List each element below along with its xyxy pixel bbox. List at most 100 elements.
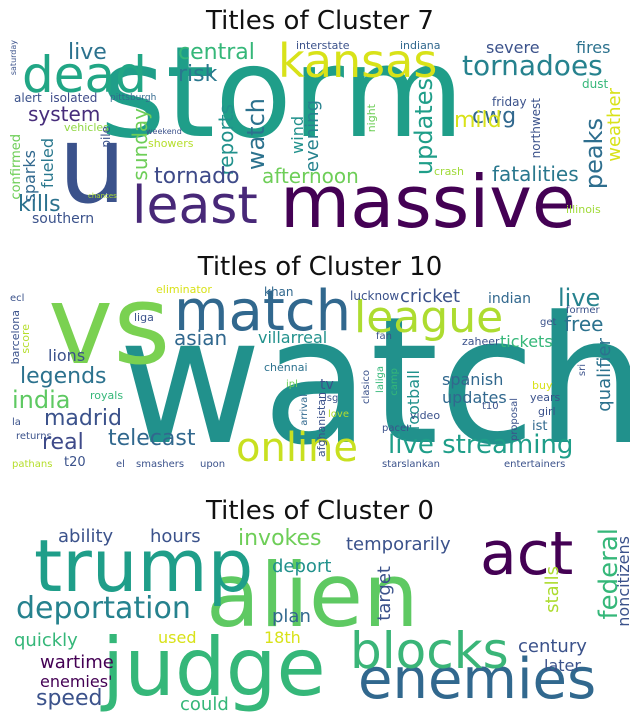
word-storm: storm [100,38,465,166]
word-night: night [365,104,378,133]
word-fan: fan [376,331,392,342]
word-risk: risk [178,62,218,87]
word-mild: mild [454,108,502,133]
word-interstate: interstate [296,39,350,52]
word-century: century [518,636,587,657]
word-girl: girl [538,405,556,418]
word-dead: dead [22,46,147,104]
word-enemies: enemies [358,647,597,712]
word-illinois: illinois [566,203,601,216]
word-upon: upon [200,459,226,470]
word-get: get [540,317,557,328]
word-could: could [180,694,229,715]
cluster-7-title: Titles of Cluster 7 [206,6,434,36]
word-ist: ist [532,419,548,434]
cluster-10-wordcloud: watch vs match league online live stream… [10,284,630,474]
word-telecast: telecast [108,426,196,451]
word-clasico: clasico [361,370,372,405]
word-crash: crash [434,165,465,178]
word-entertainers: entertainers [504,459,566,470]
word-zaheer: zaheer [462,335,500,348]
word-trump: trump [34,526,254,608]
word-u: u [58,103,127,228]
word-real: real [42,430,84,455]
word-weekend: weekend [146,127,182,136]
word-india: india [12,386,71,414]
word-showers: showers [148,137,194,150]
word-live: live [558,284,601,312]
cluster-7-wordcloud: storm u massive least dead kansas tornad… [10,38,630,232]
word-returns: returns [16,431,52,442]
word-deport: deport [272,556,332,577]
word-former: former [566,305,600,316]
word-buy: buy [532,379,553,392]
word-pathans: pathans [12,459,53,470]
word-vs: vs [48,284,171,389]
word-sparks: sparks [20,150,39,203]
word-madrid: madrid [44,406,122,431]
word-tornado: tornado [154,164,240,189]
word-chennai: chennai [264,361,308,374]
word-isolated: isolated [50,91,98,105]
word-cwg: cwg [472,104,517,129]
word-confirmed: confirmed [10,134,24,200]
word-alien: alien [206,544,419,647]
word-alert: alert [14,91,42,105]
word-judge: judge [102,621,326,714]
word-laliga: laliga [375,366,386,393]
word-noncitizens: noncitizens [614,536,630,627]
word-ability: ability [58,526,114,547]
word-speed: speed [36,686,103,711]
word-score: score [19,324,32,354]
word-updates: updates [442,388,507,407]
word-18th: 18th [264,628,301,647]
word-t10: t10 [482,401,499,412]
word-tv: tv [320,377,334,393]
word-invokes: invokes [238,526,322,551]
cluster-0-wordcloud: alien trump judge enemies act blocks dep… [10,526,630,720]
word-live: live [68,40,107,65]
word-ecl: ecl [10,293,25,304]
word-central: central [178,40,255,65]
word-el: el [116,459,125,470]
word-fatalities: fatalities [492,162,579,186]
word-pacer: pacer [382,423,411,434]
word-system: system [28,102,101,126]
word-love: love [328,409,349,420]
word-starslankan: starslankan [382,459,440,470]
word-plan: plan [272,606,311,627]
word-updates: updates [410,78,438,176]
word-dust: dust [582,77,609,91]
word-video: video [410,409,441,422]
word-least: least [132,176,258,232]
word-tickets: tickets [500,332,553,351]
word-northwest: northwest [529,98,543,159]
word-used: used [158,628,197,647]
word-t20: t20 [64,455,86,470]
word-target: target [374,566,395,621]
word-afternoon: afternoon [262,164,359,188]
word-league: league [354,292,504,343]
word-kansas: kansas [278,38,438,88]
word-pile: pile [99,126,113,148]
word-proposal: proposal [509,398,520,441]
word-act: act [480,526,574,589]
word-deportation: deportation [16,591,191,626]
word-blocks: blocks [350,622,509,680]
word-camp: camp [389,368,400,396]
word-fires: fires [576,38,611,57]
word-vehicles: vehicles [64,121,109,134]
word-khan: khan [264,285,294,299]
word-sri: sri [577,364,588,377]
word-hours: hours [150,526,201,547]
word-asian: asian [174,326,228,350]
cluster-10-title: Titles of Cluster 10 [197,252,443,282]
word-fueled: fueled [38,138,57,189]
word-peaks: peaks [580,118,608,190]
word-arrival: arrival [299,394,310,426]
word-friday: friday [492,95,527,109]
word-chances: chances [88,192,117,200]
word-la: la [12,417,21,428]
word-sunday: sunday [128,108,152,181]
word-southern: southern [32,211,95,227]
